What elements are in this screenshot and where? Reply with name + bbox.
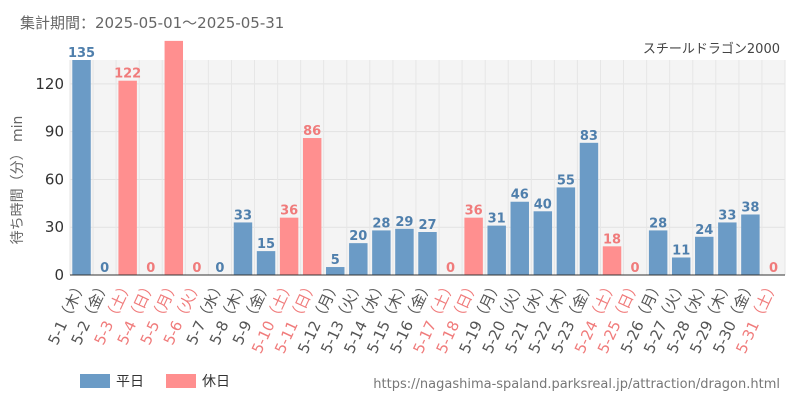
y-tick-label: 120 [35, 75, 64, 93]
y-axis-label: 待ち時間（分） min [10, 116, 26, 245]
data-label: 0 [146, 261, 155, 276]
bar [164, 40, 184, 276]
data-label: 0 [100, 261, 109, 276]
data-label: 0 [769, 261, 778, 276]
period-label: 集計期間：2025-05-01～2025-05-31 [20, 14, 284, 32]
data-label: 40 [534, 197, 552, 212]
data-label: 15 [257, 237, 275, 252]
bar [510, 201, 529, 275]
data-label: 29 [395, 215, 413, 230]
bar [302, 138, 322, 275]
bar [648, 230, 668, 275]
bar [556, 187, 576, 275]
y-tick-label: 90 [45, 123, 64, 141]
y-tick-label: 30 [45, 218, 64, 236]
bars [72, 40, 760, 276]
y-ticks: 0 30 60 90 120 [35, 75, 64, 284]
data-label: 28 [649, 216, 667, 231]
data-label: 27 [418, 218, 436, 233]
data-label: 0 [446, 261, 455, 276]
data-label: 31 [488, 212, 506, 227]
bar [372, 230, 391, 275]
data-label: 0 [215, 261, 224, 276]
grid [69, 60, 786, 275]
data-label: 11 [672, 243, 690, 258]
bar [256, 251, 276, 275]
bar [395, 228, 414, 275]
data-label: 36 [465, 204, 483, 219]
data-label: 20 [349, 229, 367, 244]
data-label: 0 [631, 261, 640, 276]
bar [487, 225, 506, 275]
bar [464, 217, 483, 275]
bar [418, 232, 437, 275]
y-tick-label: 60 [45, 170, 64, 188]
bar [233, 222, 253, 275]
bar [718, 222, 737, 275]
data-label: 33 [234, 208, 252, 223]
data-label: 55 [557, 173, 575, 188]
data-label: 122 [114, 67, 141, 82]
data-label: 18 [603, 232, 621, 247]
data-label: 38 [741, 200, 759, 215]
data-label: 28 [372, 216, 390, 231]
bar [326, 267, 345, 275]
bar [279, 217, 299, 275]
bar [695, 236, 714, 275]
data-label: 46 [511, 188, 529, 203]
data-label: 135 [68, 46, 95, 61]
bar [72, 60, 91, 275]
y-tick-label: 0 [54, 266, 64, 284]
bar [741, 214, 760, 275]
data-label: 33 [718, 208, 736, 223]
data-label: 0 [192, 261, 201, 276]
legend-swatch-weekday [80, 374, 110, 388]
data-label: 24 [695, 223, 713, 238]
data-label: 83 [580, 129, 598, 144]
bar [579, 142, 599, 275]
data-label: 36 [280, 204, 298, 219]
bar [602, 246, 622, 275]
legend-label-holiday: 休日 [202, 374, 230, 390]
source-url: https://nagashima-spaland.parksreal.jp/a… [373, 377, 780, 392]
x-ticks: 5-1（木）5-2（金）5-3（土）5-4（日）5-5（月）5-6（火）5-7（… [44, 277, 782, 356]
bar [671, 257, 691, 275]
legend-swatch-holiday [166, 374, 196, 388]
data-label: 5 [331, 253, 340, 268]
legend-label-weekday: 平日 [116, 374, 144, 390]
chart-subtitle: スチールドラゴン2000 [643, 41, 780, 57]
bar [349, 243, 368, 275]
bar [118, 80, 137, 275]
data-label: 86 [303, 124, 321, 139]
bar [533, 211, 553, 275]
